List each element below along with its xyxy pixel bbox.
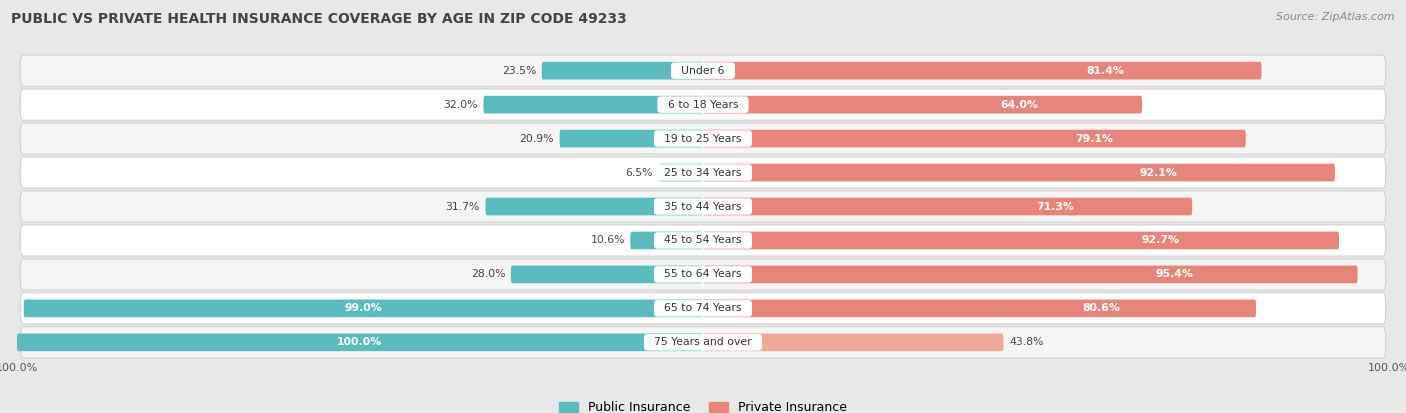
FancyBboxPatch shape [20,157,1386,188]
FancyBboxPatch shape [630,232,703,249]
FancyBboxPatch shape [20,89,1386,120]
Text: 92.7%: 92.7% [1142,235,1180,245]
Text: 65 to 74 Years: 65 to 74 Years [657,304,749,313]
FancyBboxPatch shape [20,293,1386,324]
Text: 95.4%: 95.4% [1156,269,1194,280]
Text: 32.0%: 32.0% [443,100,478,109]
Text: 43.8%: 43.8% [1010,337,1043,347]
Legend: Public Insurance, Private Insurance: Public Insurance, Private Insurance [553,395,853,413]
Text: 80.6%: 80.6% [1083,304,1121,313]
FancyBboxPatch shape [703,266,1358,283]
Text: 6.5%: 6.5% [626,168,652,178]
FancyBboxPatch shape [703,164,1334,181]
Text: 55 to 64 Years: 55 to 64 Years [657,269,749,280]
FancyBboxPatch shape [24,299,703,317]
FancyBboxPatch shape [703,96,1142,114]
Text: 81.4%: 81.4% [1087,66,1123,76]
FancyBboxPatch shape [484,96,703,114]
FancyBboxPatch shape [17,334,703,351]
FancyBboxPatch shape [703,130,1246,147]
FancyBboxPatch shape [20,55,1386,86]
FancyBboxPatch shape [20,259,1386,290]
FancyBboxPatch shape [20,123,1386,154]
Text: 100.0%: 100.0% [337,337,382,347]
Text: 6 to 18 Years: 6 to 18 Years [661,100,745,109]
Text: 92.1%: 92.1% [1139,168,1177,178]
FancyBboxPatch shape [510,266,703,283]
FancyBboxPatch shape [485,198,703,215]
Text: 10.6%: 10.6% [591,235,624,245]
Text: 35 to 44 Years: 35 to 44 Years [657,202,749,211]
Text: 25 to 34 Years: 25 to 34 Years [657,168,749,178]
FancyBboxPatch shape [541,62,703,79]
FancyBboxPatch shape [703,198,1192,215]
Text: 75 Years and over: 75 Years and over [647,337,759,347]
FancyBboxPatch shape [658,164,703,181]
Text: 99.0%: 99.0% [344,304,382,313]
Text: 28.0%: 28.0% [471,269,505,280]
FancyBboxPatch shape [560,130,703,147]
Text: 79.1%: 79.1% [1074,133,1112,144]
Text: Source: ZipAtlas.com: Source: ZipAtlas.com [1277,12,1395,22]
FancyBboxPatch shape [20,191,1386,222]
Text: 23.5%: 23.5% [502,66,536,76]
FancyBboxPatch shape [20,225,1386,256]
FancyBboxPatch shape [703,334,1004,351]
Text: 64.0%: 64.0% [1000,100,1038,109]
Text: 45 to 54 Years: 45 to 54 Years [657,235,749,245]
Text: 19 to 25 Years: 19 to 25 Years [657,133,749,144]
FancyBboxPatch shape [703,299,1256,317]
Text: PUBLIC VS PRIVATE HEALTH INSURANCE COVERAGE BY AGE IN ZIP CODE 49233: PUBLIC VS PRIVATE HEALTH INSURANCE COVER… [11,12,627,26]
Text: 71.3%: 71.3% [1036,202,1074,211]
Text: 20.9%: 20.9% [520,133,554,144]
Text: Under 6: Under 6 [675,66,731,76]
Text: 31.7%: 31.7% [446,202,479,211]
FancyBboxPatch shape [703,62,1261,79]
FancyBboxPatch shape [20,327,1386,358]
FancyBboxPatch shape [703,232,1339,249]
